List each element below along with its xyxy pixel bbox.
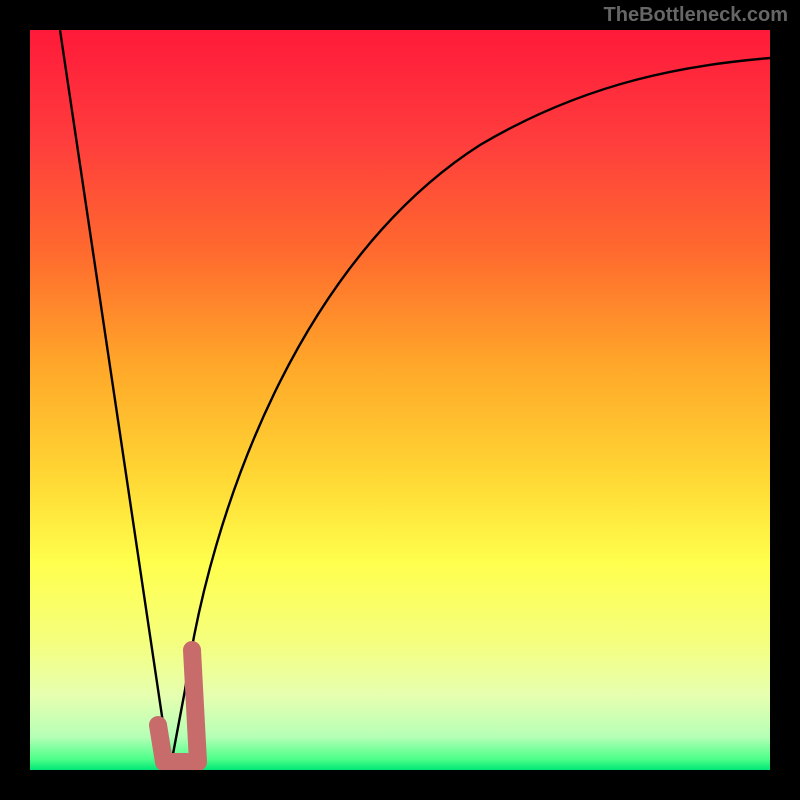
attribution-label: TheBottleneck.com: [604, 4, 788, 27]
plot-svg: [30, 30, 770, 770]
gradient-background: [30, 30, 770, 770]
chart-container: TheBottleneck.com: [0, 0, 800, 800]
plot-area: [30, 30, 770, 770]
